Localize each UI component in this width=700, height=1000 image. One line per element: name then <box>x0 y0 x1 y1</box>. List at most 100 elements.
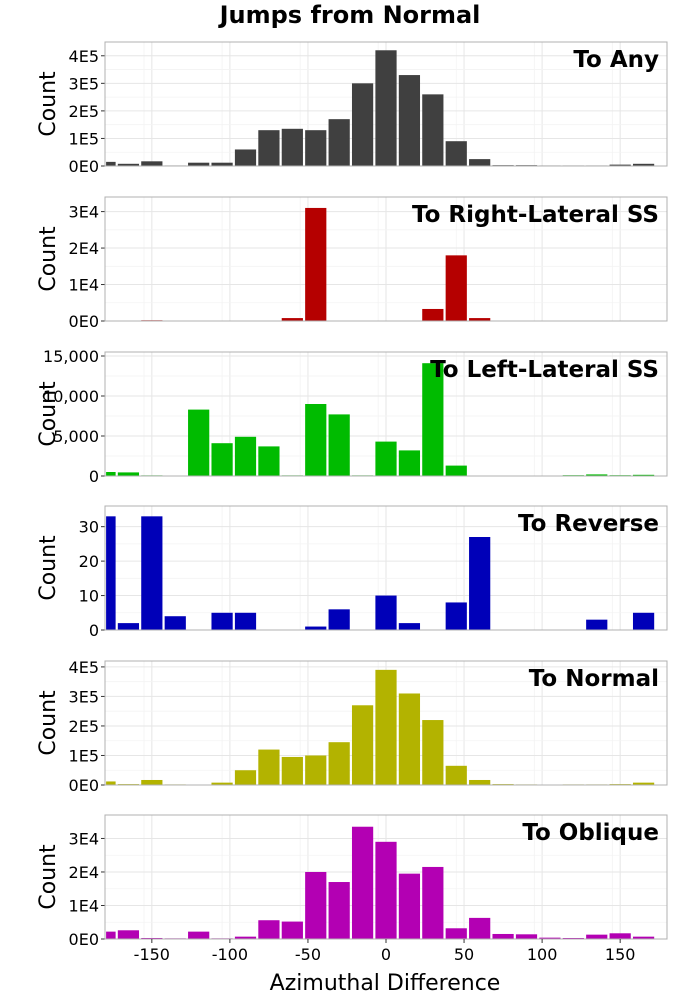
y-tick-label: 30 <box>79 518 99 537</box>
bar <box>422 363 444 476</box>
bar <box>632 936 655 939</box>
y-tick-label: 3E4 <box>69 829 99 848</box>
bar <box>305 207 327 321</box>
bar <box>609 933 631 939</box>
bar <box>632 474 655 476</box>
bar <box>106 516 116 630</box>
bar <box>141 937 163 939</box>
bar <box>141 516 163 630</box>
panel-5: 0E0 1E5 2E5 3E5 4E5 To Normal Count <box>36 658 668 795</box>
y-tick-label: 0E0 <box>69 776 99 795</box>
bar <box>375 50 397 167</box>
y-tick-label: 1E5 <box>69 746 99 765</box>
bar <box>234 612 257 630</box>
bar <box>469 917 491 939</box>
bar <box>188 162 210 166</box>
bar <box>234 149 257 166</box>
y-tick-label: 20 <box>79 552 99 571</box>
bar <box>492 933 514 939</box>
bar <box>562 937 584 939</box>
panel-frame <box>104 660 668 786</box>
bar <box>106 931 116 939</box>
bar <box>106 781 116 785</box>
bar <box>234 936 257 939</box>
bar <box>328 119 350 166</box>
bar <box>609 164 631 166</box>
x-tick-label: -100 <box>212 945 248 964</box>
bar <box>305 871 327 939</box>
bar <box>106 472 116 476</box>
bar <box>469 779 491 785</box>
bar <box>281 921 303 939</box>
y-tick-label: 5,000 <box>53 427 99 446</box>
panel-title: To Oblique <box>522 820 659 846</box>
panel-3: 0 5,000 10,000 15,000 To Left-Lateral SS Coun… <box>36 347 668 486</box>
y-tick-label: 4E5 <box>69 658 99 677</box>
bar <box>632 163 655 166</box>
x-tick-label: -50 <box>295 945 321 964</box>
panel-title: To Normal <box>529 666 659 692</box>
bar <box>258 920 280 939</box>
bar <box>117 163 140 166</box>
x-tick-label: -150 <box>134 945 170 964</box>
y-axis-title: Count <box>36 381 61 447</box>
bar <box>305 626 327 630</box>
y-axis-title: Count <box>36 844 61 910</box>
bar <box>328 742 350 785</box>
bar <box>445 928 467 939</box>
bar <box>539 937 561 939</box>
y-axis-title: Count <box>36 226 61 292</box>
bar <box>188 931 210 939</box>
y-tick-label: 3E5 <box>69 74 99 93</box>
y-tick-label: 15,000 <box>43 347 99 366</box>
panel-frame <box>104 505 668 631</box>
panel-title: To Any <box>573 47 659 73</box>
bar <box>117 472 140 476</box>
y-tick-label: 3E4 <box>69 203 99 222</box>
bar <box>398 873 421 939</box>
y-axis-title: Count <box>36 71 61 137</box>
bar <box>211 443 233 476</box>
bar <box>445 465 467 476</box>
bar <box>586 474 608 476</box>
bar <box>281 128 303 166</box>
bar <box>375 841 397 939</box>
y-tick-label: 2E5 <box>69 717 99 736</box>
y-tick-label: 0E0 <box>69 157 99 176</box>
bar <box>328 882 350 939</box>
bar <box>141 779 163 785</box>
panel-title: To Right-Lateral SS <box>412 202 659 228</box>
bar <box>586 619 608 630</box>
bar <box>211 782 233 785</box>
panel-1: 0E0 1E5 2E5 3E5 4E5 To Any Count <box>36 41 668 176</box>
y-tick-label: 1E5 <box>69 129 99 148</box>
bar <box>211 612 233 630</box>
bar <box>258 749 280 785</box>
bar <box>328 609 350 630</box>
y-tick-label: 3E5 <box>69 687 99 706</box>
bar <box>632 782 655 785</box>
bar <box>398 623 421 630</box>
x-tick-label: 100 <box>527 945 558 964</box>
bar <box>281 756 303 785</box>
bar <box>422 866 444 939</box>
bar <box>375 441 397 476</box>
bar <box>351 826 374 939</box>
bar <box>305 755 327 785</box>
bar <box>398 450 421 476</box>
y-tick-label: 1E4 <box>69 276 99 295</box>
bar <box>258 130 280 166</box>
panel-2: 0E0 1E4 2E4 3E4 To Right-Lateral SS Count <box>36 196 668 331</box>
bar <box>351 705 374 785</box>
bar <box>469 318 491 321</box>
y-tick-label: 2E5 <box>69 102 99 121</box>
y-axis-title: Count <box>36 690 61 756</box>
panel-frame <box>104 351 668 477</box>
bar <box>445 765 467 785</box>
bar <box>422 720 444 785</box>
bar <box>234 436 257 476</box>
bar <box>281 318 303 321</box>
x-axis: -150 -100 -50 0 50 100 150 <box>134 939 635 964</box>
bar <box>515 934 538 939</box>
bar <box>445 141 467 166</box>
